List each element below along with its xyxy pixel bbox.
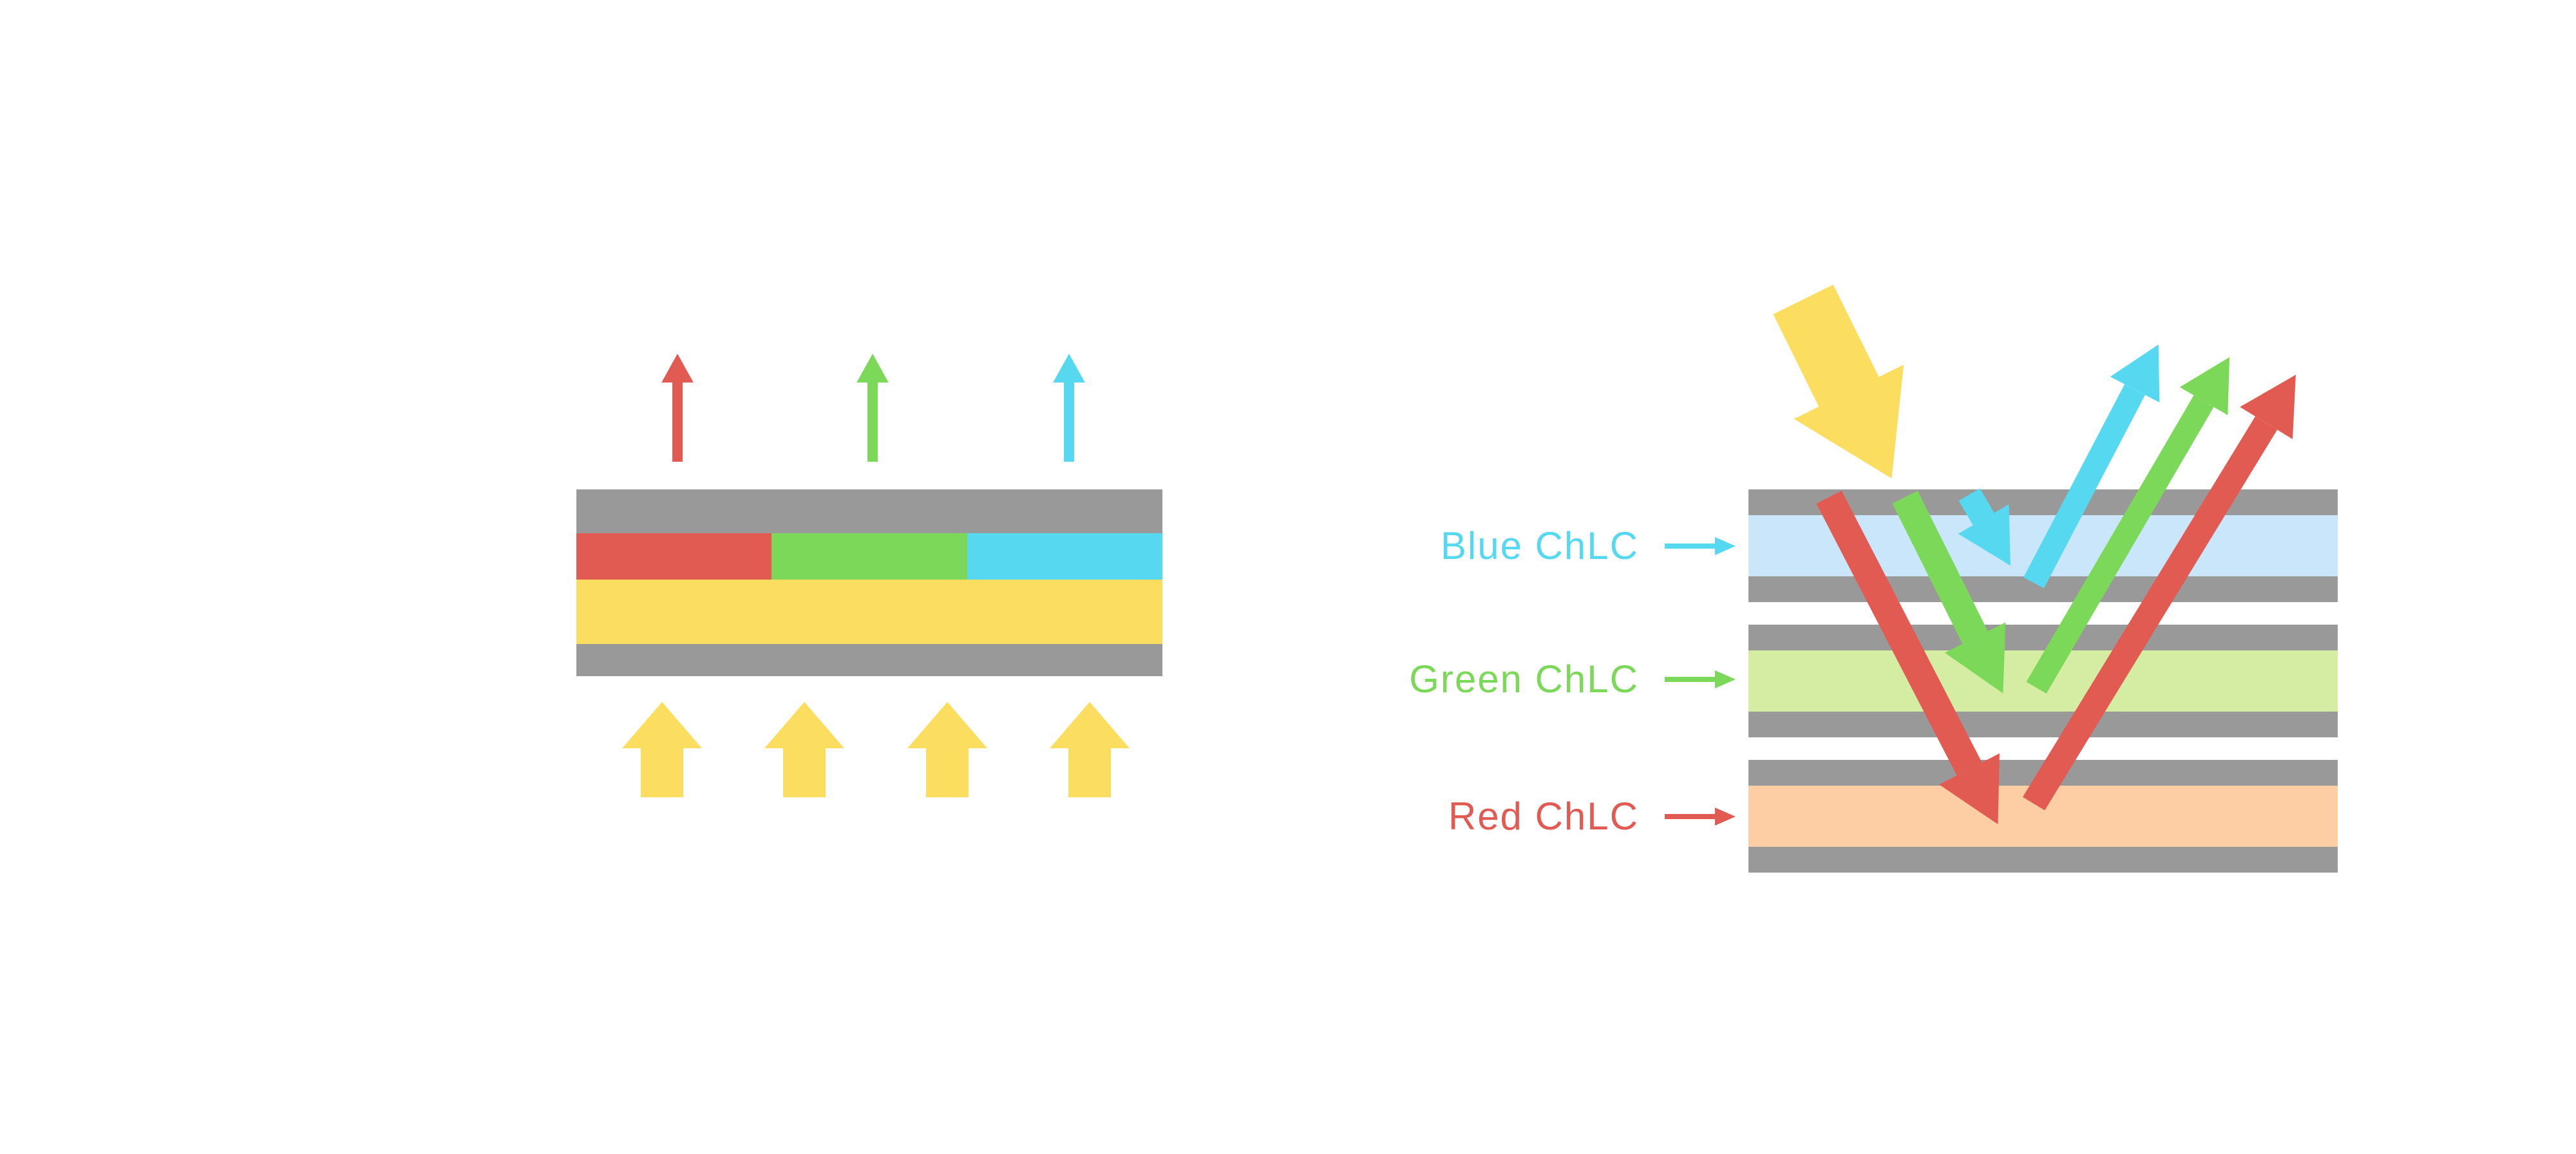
top-substrate bbox=[576, 489, 1162, 533]
backlight-layer bbox=[576, 580, 1162, 644]
red-chlc-label: Red ChLC bbox=[1448, 795, 1639, 838]
blue-chlc-label: Blue ChLC bbox=[1441, 524, 1639, 567]
cyan-filter-segment bbox=[967, 533, 1162, 580]
right-diagram-chlc-stack: Blue ChLC Green ChLC Red ChLC bbox=[1409, 284, 2338, 873]
substrate-bar bbox=[1748, 847, 2338, 873]
red-descending-ray-icon bbox=[1816, 490, 2000, 825]
green-chlc-label: Green ChLC bbox=[1409, 657, 1639, 701]
red-reflection-arrow-icon bbox=[2022, 374, 2296, 811]
green-filter-segment bbox=[772, 533, 967, 580]
left-diagram-backlit-stack bbox=[576, 354, 1162, 797]
red-filter-segment bbox=[576, 533, 772, 580]
substrate-bar bbox=[1748, 712, 2338, 737]
incident-light-arrow-icon bbox=[1773, 284, 1904, 478]
green-reflection-arrow-icon bbox=[2026, 357, 2230, 694]
blue-reflection-arrow-icon bbox=[2023, 344, 2160, 589]
substrate-bar bbox=[1748, 625, 2338, 650]
bottom-substrate bbox=[576, 644, 1162, 676]
blue-descending-ray-icon bbox=[1958, 488, 2011, 566]
green-descending-ray-icon bbox=[1892, 491, 2006, 694]
